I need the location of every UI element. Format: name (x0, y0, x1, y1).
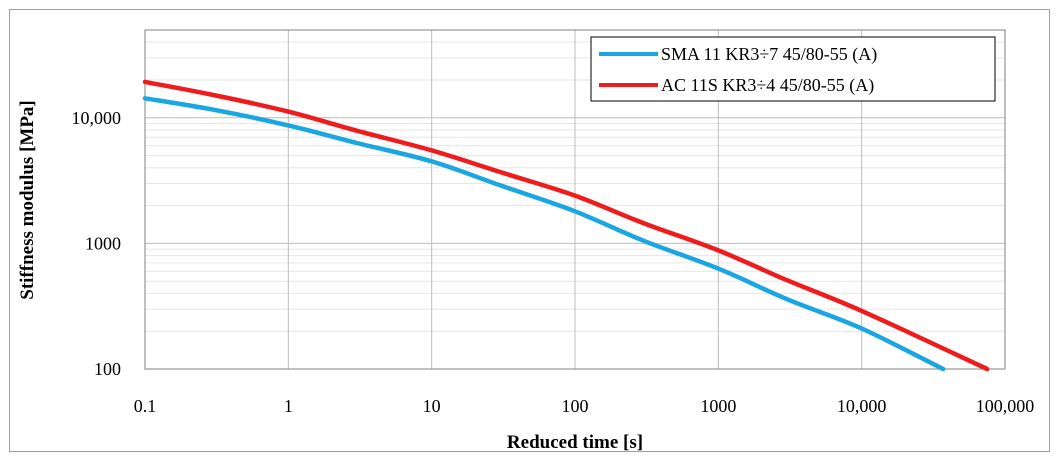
y-tick-label: 100 (94, 359, 121, 379)
plot-area-border (144, 29, 1006, 370)
x-tick-label: 100,000 (976, 396, 1035, 416)
x-tick-label: 100 (562, 396, 589, 416)
x-tick-label: 1000 (700, 396, 736, 416)
y-tick-label: 1000 (85, 233, 121, 253)
legend: SMA 11 KR3÷7 45/80-55 (A) AC 11S KR3÷4 4… (590, 36, 996, 102)
y-axis-title: Stiffness modulus [MPa] (17, 100, 38, 300)
legend-box (590, 36, 996, 102)
legend-label-ac: AC 11S KR3÷4 45/80-55 (A) (661, 75, 874, 96)
series-lines (142, 79, 990, 372)
x-tick-label: 10,000 (837, 396, 887, 416)
x-axis-title: Reduced time [s] (507, 432, 643, 453)
series-line-1 (142, 79, 990, 372)
y-tick-labels: 100 1000 10,000 (72, 108, 122, 379)
x-tick-label: 0.1 (134, 396, 157, 416)
series-line-0 (142, 96, 946, 372)
legend-label-sma: SMA 11 KR3÷7 45/80-55 (A) (661, 44, 877, 65)
x-tick-label: 10 (423, 396, 441, 416)
x-tick-label: 1 (284, 396, 293, 416)
y-tick-label: 10,000 (72, 108, 122, 128)
x-tick-labels: 0.1 1 10 100 1000 10,000 100,000 (134, 396, 1035, 416)
